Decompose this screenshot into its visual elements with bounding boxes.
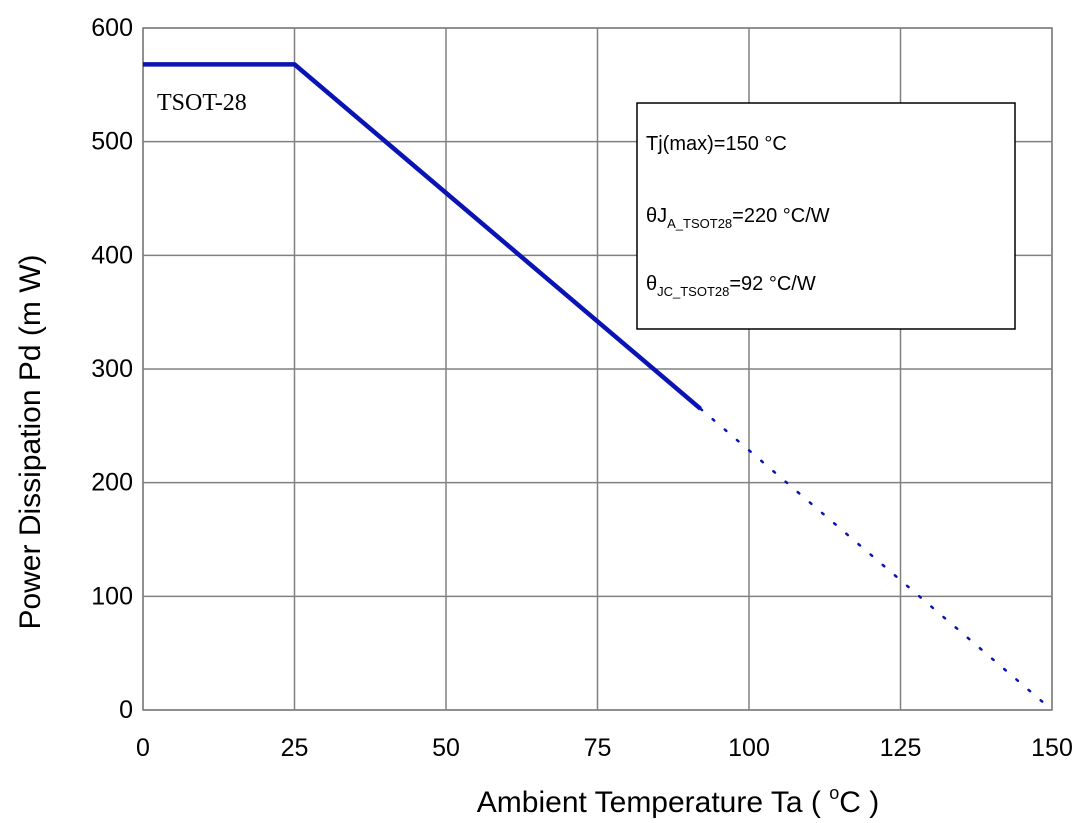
x-tick-label: 25: [281, 734, 309, 762]
annotation-box: Tj(max)=150 °C θJA_TSOT28=220 °C/W θJC_T…: [636, 102, 1016, 330]
x-tick-label: 75: [584, 734, 612, 762]
annotation-box-frame: [636, 102, 1016, 330]
y-tick-label: 400: [91, 241, 133, 269]
x-axis-title: Ambient Temperature Ta ( oC ): [477, 783, 879, 819]
y-tick-label: 0: [119, 696, 133, 724]
theta-jc-subscript: JC_TSOT28: [657, 284, 729, 299]
theta-ja-value: =220 °C/W: [732, 205, 830, 227]
x-tick-labels: 0 25 50 75 100 125 150: [136, 734, 1073, 762]
y-tick-label: 600: [91, 14, 133, 42]
plot-frame: [142, 27, 1053, 711]
y-tick-label: 200: [91, 469, 133, 497]
x-axis-title-main: Ambient Temperature Ta (: [477, 786, 829, 819]
x-tick-label: 100: [728, 734, 770, 762]
theta-jc-value: =92 °C/W: [729, 273, 815, 295]
y-tick-labels: 0 100 200 300 400 500 600: [91, 14, 133, 724]
theta-ja-note: θJA_TSOT28=220 °C/W: [646, 205, 830, 231]
series-layer: [143, 62, 1054, 712]
theta-jc-note: θJC_TSOT28=92 °C/W: [646, 273, 816, 299]
x-tick-label: 0: [136, 734, 150, 762]
x-tick-label: 125: [880, 734, 922, 762]
series-label: TSOT-28: [157, 90, 247, 116]
theta-jc-base: θ: [646, 273, 657, 295]
x-axis-title-degree: o: [829, 783, 839, 803]
y-tick-label: 100: [91, 582, 133, 610]
theta-ja-base: θJ: [646, 205, 667, 227]
y-axis-title: Power Dissipation Pd (m W): [14, 254, 47, 629]
series-line-dotted: [699, 407, 1054, 712]
theta-ja-subscript: A_TSOT28: [667, 216, 732, 231]
tj-max-note: Tj(max)=150 °C: [646, 133, 787, 155]
y-tick-label: 300: [91, 355, 133, 383]
y-tick-label: 500: [91, 128, 133, 156]
series-line-solid: [143, 62, 702, 411]
x-axis-title-unit: C ): [839, 786, 879, 819]
x-tick-label: 50: [432, 734, 460, 762]
x-tick-label: 150: [1031, 734, 1073, 762]
